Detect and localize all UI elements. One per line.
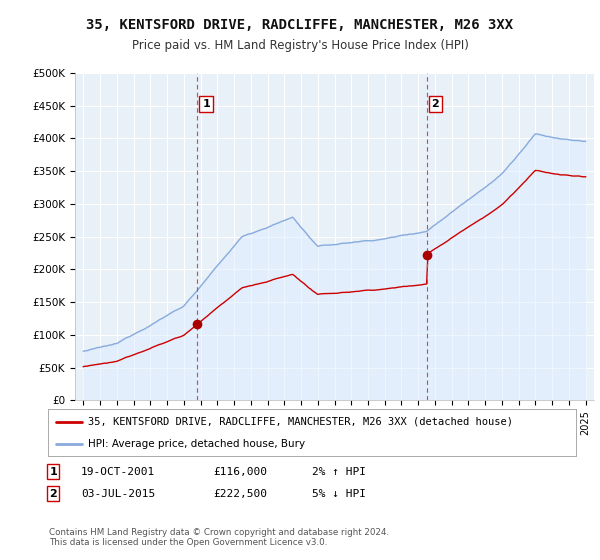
Text: 2: 2 [49, 489, 57, 499]
Text: 1: 1 [202, 99, 210, 109]
Text: 2% ↑ HPI: 2% ↑ HPI [312, 466, 366, 477]
Text: HPI: Average price, detached house, Bury: HPI: Average price, detached house, Bury [88, 438, 305, 449]
Text: 35, KENTSFORD DRIVE, RADCLIFFE, MANCHESTER, M26 3XX: 35, KENTSFORD DRIVE, RADCLIFFE, MANCHEST… [86, 18, 514, 32]
Text: 35, KENTSFORD DRIVE, RADCLIFFE, MANCHESTER, M26 3XX (detached house): 35, KENTSFORD DRIVE, RADCLIFFE, MANCHEST… [88, 417, 512, 427]
Text: Contains HM Land Registry data © Crown copyright and database right 2024.
This d: Contains HM Land Registry data © Crown c… [49, 528, 389, 547]
Text: Price paid vs. HM Land Registry's House Price Index (HPI): Price paid vs. HM Land Registry's House … [131, 39, 469, 52]
Text: £222,500: £222,500 [213, 489, 267, 499]
Text: 2: 2 [431, 99, 439, 109]
Text: 5% ↓ HPI: 5% ↓ HPI [312, 489, 366, 499]
Text: 03-JUL-2015: 03-JUL-2015 [81, 489, 155, 499]
Text: 1: 1 [49, 466, 57, 477]
Text: 19-OCT-2001: 19-OCT-2001 [81, 466, 155, 477]
Text: £116,000: £116,000 [213, 466, 267, 477]
